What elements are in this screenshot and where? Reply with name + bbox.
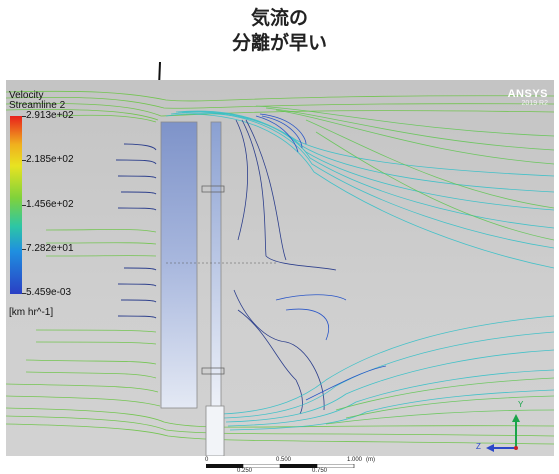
freestream-lower [325, 377, 554, 425]
upstream-streamlines [6, 90, 554, 445]
legend-colorbar [10, 116, 22, 294]
scale-label: 0.750 [312, 468, 328, 474]
bracket-upper [201, 185, 225, 193]
scale-bar: 0 0.500 1.000 (m) 0.250 0.750 [0, 456, 559, 474]
stagnation-streamlines [115, 143, 157, 319]
scale-label: 0.250 [237, 468, 253, 474]
legend-title: Velocity Streamline 2 [9, 91, 65, 111]
annotation-line-1: 気流の [250, 7, 308, 29]
colorbar-tick-mark [22, 293, 26, 294]
legend-tick-label: 2.185e+02 [26, 154, 74, 165]
triad-y-label: Y [518, 400, 524, 409]
scale-label: 0.500 [276, 457, 292, 463]
upstream-plate [160, 121, 198, 409]
brand-version: 2019 R2 [521, 100, 548, 107]
axis-triad-icon [486, 414, 520, 452]
legend-unit: [km hr^-1] [9, 307, 54, 318]
wake-streamlines-upper [165, 110, 554, 269]
cfd-viewport[interactable]: Velocity Streamline 2 2.913e+02 2.185e+0… [6, 80, 554, 456]
scale-bar-graphic [206, 464, 355, 468]
annotation-label: 気流の 分離が早い [0, 6, 559, 56]
legend-min-label: 5.459e-03 [26, 287, 72, 298]
streamline-plot [6, 90, 554, 456]
legend-variable: Velocity [9, 90, 44, 101]
bracket-lower [201, 367, 225, 375]
colorbar-tick-mark [22, 160, 26, 161]
colorbar-tick-mark [22, 116, 26, 117]
legend-max-label: 2.913e+02 [26, 110, 74, 121]
scale-unit: (m) [366, 457, 375, 463]
scale-label: 1.000 [347, 457, 363, 463]
wake-core-lower [275, 294, 387, 401]
support-post [205, 405, 225, 456]
legend-streamline-name: Streamline 2 [9, 100, 66, 111]
colorbar-tick-mark [22, 205, 26, 206]
colorbar-tick-mark [22, 249, 26, 250]
triad-z-label: Z [476, 442, 481, 451]
wake-streamlines-lower [220, 315, 554, 431]
legend-tick-label: 7.282e+01 [26, 243, 74, 254]
legend-tick-label: 1.456e+02 [26, 199, 74, 210]
wake-core-upper [255, 113, 307, 153]
scale-label: 0 [205, 457, 209, 463]
annotation-line-2: 分離が早い [231, 32, 327, 54]
downstream-plate [210, 121, 222, 409]
ansys-logo: ANSYS 2019 R2 [508, 88, 548, 107]
brand-name: ANSYS [507, 88, 548, 100]
freestream-upper [255, 105, 554, 241]
